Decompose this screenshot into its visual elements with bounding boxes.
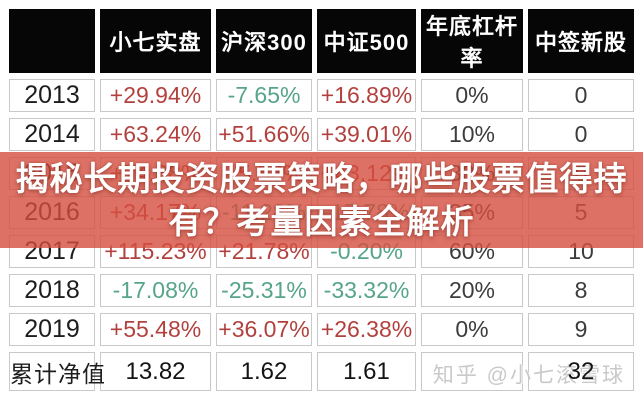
year-cell: 2014: [9, 118, 95, 151]
value-cell: 32: [528, 352, 634, 391]
summary-label-cell: 累计净值: [9, 352, 105, 391]
cell-value: +51.66%: [218, 121, 310, 147]
value-cell: -7.65%: [216, 79, 312, 112]
header-cell-blank: [9, 9, 95, 73]
value-cell: 0: [528, 118, 634, 151]
header-cell-ipo: 中签新股: [528, 9, 634, 73]
cell-value: -17.08%: [112, 277, 199, 303]
value-cell: 1.61: [317, 352, 416, 391]
headline-line-2: 有？考量因素全解析: [168, 203, 475, 240]
year-cell: 2019: [9, 313, 95, 346]
cell-value: +16.89%: [320, 82, 413, 108]
table-row: 2014 +63.24% +51.66% +39.01% 10% 0: [9, 118, 634, 151]
header-row: 小七实盘 沪深300 中证500 年底杠杆率 中签新股: [9, 9, 634, 73]
value-cell: +26.38%: [317, 313, 416, 346]
value-cell: 0%: [421, 313, 523, 346]
header-cell-hs300: 沪深300: [216, 9, 312, 73]
year-cell: 2013: [9, 79, 95, 112]
value-cell: -33.32%: [317, 274, 416, 307]
value-cell: 0%: [421, 79, 523, 112]
value-cell: 1.62: [216, 352, 312, 391]
cell-value: 0%: [455, 316, 489, 342]
cell-value: +39.01%: [320, 121, 413, 147]
header-cell-leverage: 年底杠杆率: [421, 9, 523, 73]
value-cell: +29.94%: [100, 79, 211, 112]
value-cell: 8: [528, 274, 634, 307]
cell-value: 8: [574, 277, 588, 303]
value-cell: 0: [528, 79, 634, 112]
cell-value: +63.24%: [109, 121, 202, 147]
cell-value: 1.62: [240, 357, 288, 385]
headline-line-1: 揭秘长期投资股票策略，哪些股票值得持: [15, 160, 628, 197]
table-row: 2018 -17.08% -25.31% -33.32% 20% 8: [9, 274, 634, 307]
value-cell: +63.24%: [100, 118, 211, 151]
cell-value: 13.82: [125, 357, 186, 385]
value-cell: +16.89%: [317, 79, 416, 112]
header-cell-zz500: 中证500: [317, 9, 416, 73]
headline-overlay-banner: 揭秘长期投资股票策略，哪些股票值得持 有？考量因素全解析: [0, 152, 643, 248]
cell-value: +26.38%: [320, 316, 413, 342]
value-cell: +55.48%: [100, 313, 211, 346]
header-cell-xiaoqi: 小七实盘: [100, 9, 211, 73]
value-cell: +39.01%: [317, 118, 416, 151]
year-cell: 2018: [9, 274, 95, 307]
value-cell: 10%: [421, 118, 523, 151]
value-cell: +36.07%: [216, 313, 312, 346]
value-cell: [421, 352, 523, 391]
value-cell: -25.31%: [216, 274, 312, 307]
value-cell: 9: [528, 313, 634, 346]
cell-value: 0: [574, 121, 588, 147]
value-cell: +51.66%: [216, 118, 312, 151]
value-cell: -17.08%: [100, 274, 211, 307]
cell-value: +36.07%: [218, 316, 310, 342]
cell-value: 20%: [448, 277, 496, 303]
value-cell: 13.82: [100, 352, 211, 391]
cell-value: -25.31%: [221, 277, 307, 303]
zhihu-watermark: 知乎 @小七滚雪球: [432, 364, 625, 387]
cell-value: 0%: [455, 82, 489, 108]
cell-value: 9: [574, 316, 588, 342]
summary-row: 累计净值 13.82 1.62 1.61 32: [9, 352, 634, 391]
cell-value: +29.94%: [109, 82, 202, 108]
cell-value: -7.65%: [227, 82, 301, 108]
table-row: 2019 +55.48% +36.07% +26.38% 0% 9: [9, 313, 634, 346]
value-cell: 20%: [421, 274, 523, 307]
cell-value: 0: [574, 82, 588, 108]
table-row: 2013 +29.94% -7.65% +16.89% 0% 0: [9, 79, 634, 112]
cell-value: -33.32%: [323, 277, 410, 303]
cell-value: 1.61: [343, 357, 390, 385]
cell-value: 10%: [448, 121, 496, 147]
cell-value: 32: [567, 357, 595, 385]
cell-value: +55.48%: [109, 316, 202, 342]
